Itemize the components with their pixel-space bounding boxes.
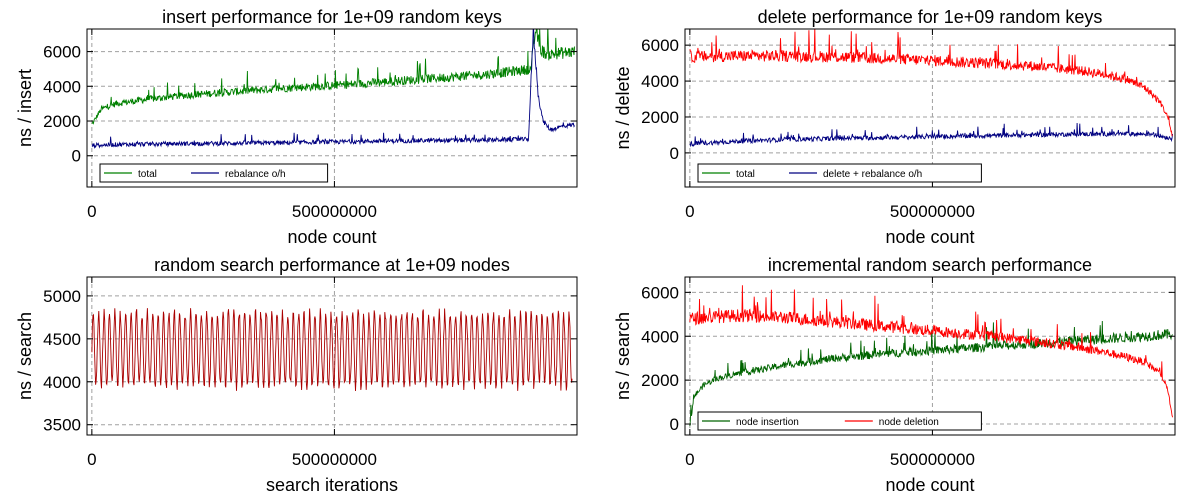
y-tick-label: 3500	[43, 416, 81, 435]
y-axis-label: ns / search	[613, 312, 633, 400]
legend-label: node deletion	[879, 417, 939, 428]
x-axis-label: node count	[287, 227, 376, 247]
plot-frame	[86, 276, 578, 436]
legend: node insertion node deletion	[697, 411, 982, 431]
y-axis-label: ns / delete	[613, 66, 633, 149]
x-tick-label: 0	[685, 450, 694, 469]
y-axis-label: ns / search	[15, 312, 35, 400]
series-line-1	[689, 320, 1173, 427]
chart-title: insert performance for 1e+09 random keys	[162, 7, 502, 27]
y-tick-label: 5000	[43, 287, 81, 306]
x-axis-label: search iterations	[266, 475, 398, 495]
chart-title: incremental random search performance	[768, 255, 1092, 275]
legend: total rebalance o/h	[99, 163, 329, 183]
legend-label: delete + rebalance o/h	[823, 169, 922, 180]
series-line-1	[91, 29, 576, 125]
x-tick-label: 500000000	[292, 202, 377, 221]
legend-label: node insertion	[736, 417, 799, 428]
y-tick-label: 0	[670, 144, 679, 163]
x-tick-label: 500000000	[890, 202, 975, 221]
x-tick-label: 500000000	[890, 450, 975, 469]
x-tick-label: 0	[87, 202, 96, 221]
y-tick-label: 0	[670, 415, 679, 434]
legend-label: total	[736, 169, 755, 180]
y-tick-label: 2000	[641, 371, 679, 390]
y-tick-label: 2000	[641, 108, 679, 127]
chart-panel-4: 0 2000 4000 6000 0 500000000 incremental rando…	[613, 255, 1176, 495]
legend-label: total	[138, 169, 157, 180]
x-tick-label: 0	[87, 450, 96, 469]
series-line-2	[91, 29, 575, 149]
y-tick-label: 6000	[641, 36, 679, 55]
legend-box	[697, 411, 982, 431]
y-axis-label: ns / insert	[15, 69, 35, 147]
y-tick-label: 2000	[43, 112, 81, 131]
x-axis-label: node count	[885, 475, 974, 495]
chart-panel-2: 0 2000 4000 6000 0 500000000 delete performanc…	[613, 7, 1176, 247]
plot-frame	[86, 28, 578, 188]
x-tick-label: 500000000	[292, 450, 377, 469]
plot-frame	[684, 276, 1176, 436]
chart-panel-3: 3500 4000 4500 5000 0 500000000 random search …	[15, 255, 578, 495]
y-tick-label: 4000	[641, 72, 679, 91]
y-tick-label: 4500	[43, 330, 81, 349]
legend-label: rebalance o/h	[225, 169, 286, 180]
y-tick-label: 4000	[43, 373, 81, 392]
plot-frame	[684, 28, 1176, 188]
x-axis-label: node count	[885, 227, 974, 247]
y-tick-label: 4000	[641, 327, 679, 346]
chart-title: random search performance at 1e+09 nodes	[154, 255, 510, 275]
series-line-2	[689, 122, 1174, 148]
chart-panel-1: 0 2000 4000 6000 0 500000000 insert performanc…	[15, 7, 578, 247]
legend-box	[697, 163, 982, 183]
x-tick-label: 0	[685, 202, 694, 221]
y-tick-label: 4000	[43, 77, 81, 96]
y-tick-label: 6000	[43, 43, 81, 62]
chart-title: delete performance for 1e+09 random keys	[758, 7, 1103, 27]
legend: total delete + rebalance o/h	[697, 163, 982, 183]
series-line-1	[91, 308, 573, 392]
series-line-3	[689, 29, 1173, 137]
series-line-2	[689, 285, 1174, 418]
y-tick-label: 0	[72, 147, 81, 166]
y-tick-label: 6000	[641, 283, 679, 302]
